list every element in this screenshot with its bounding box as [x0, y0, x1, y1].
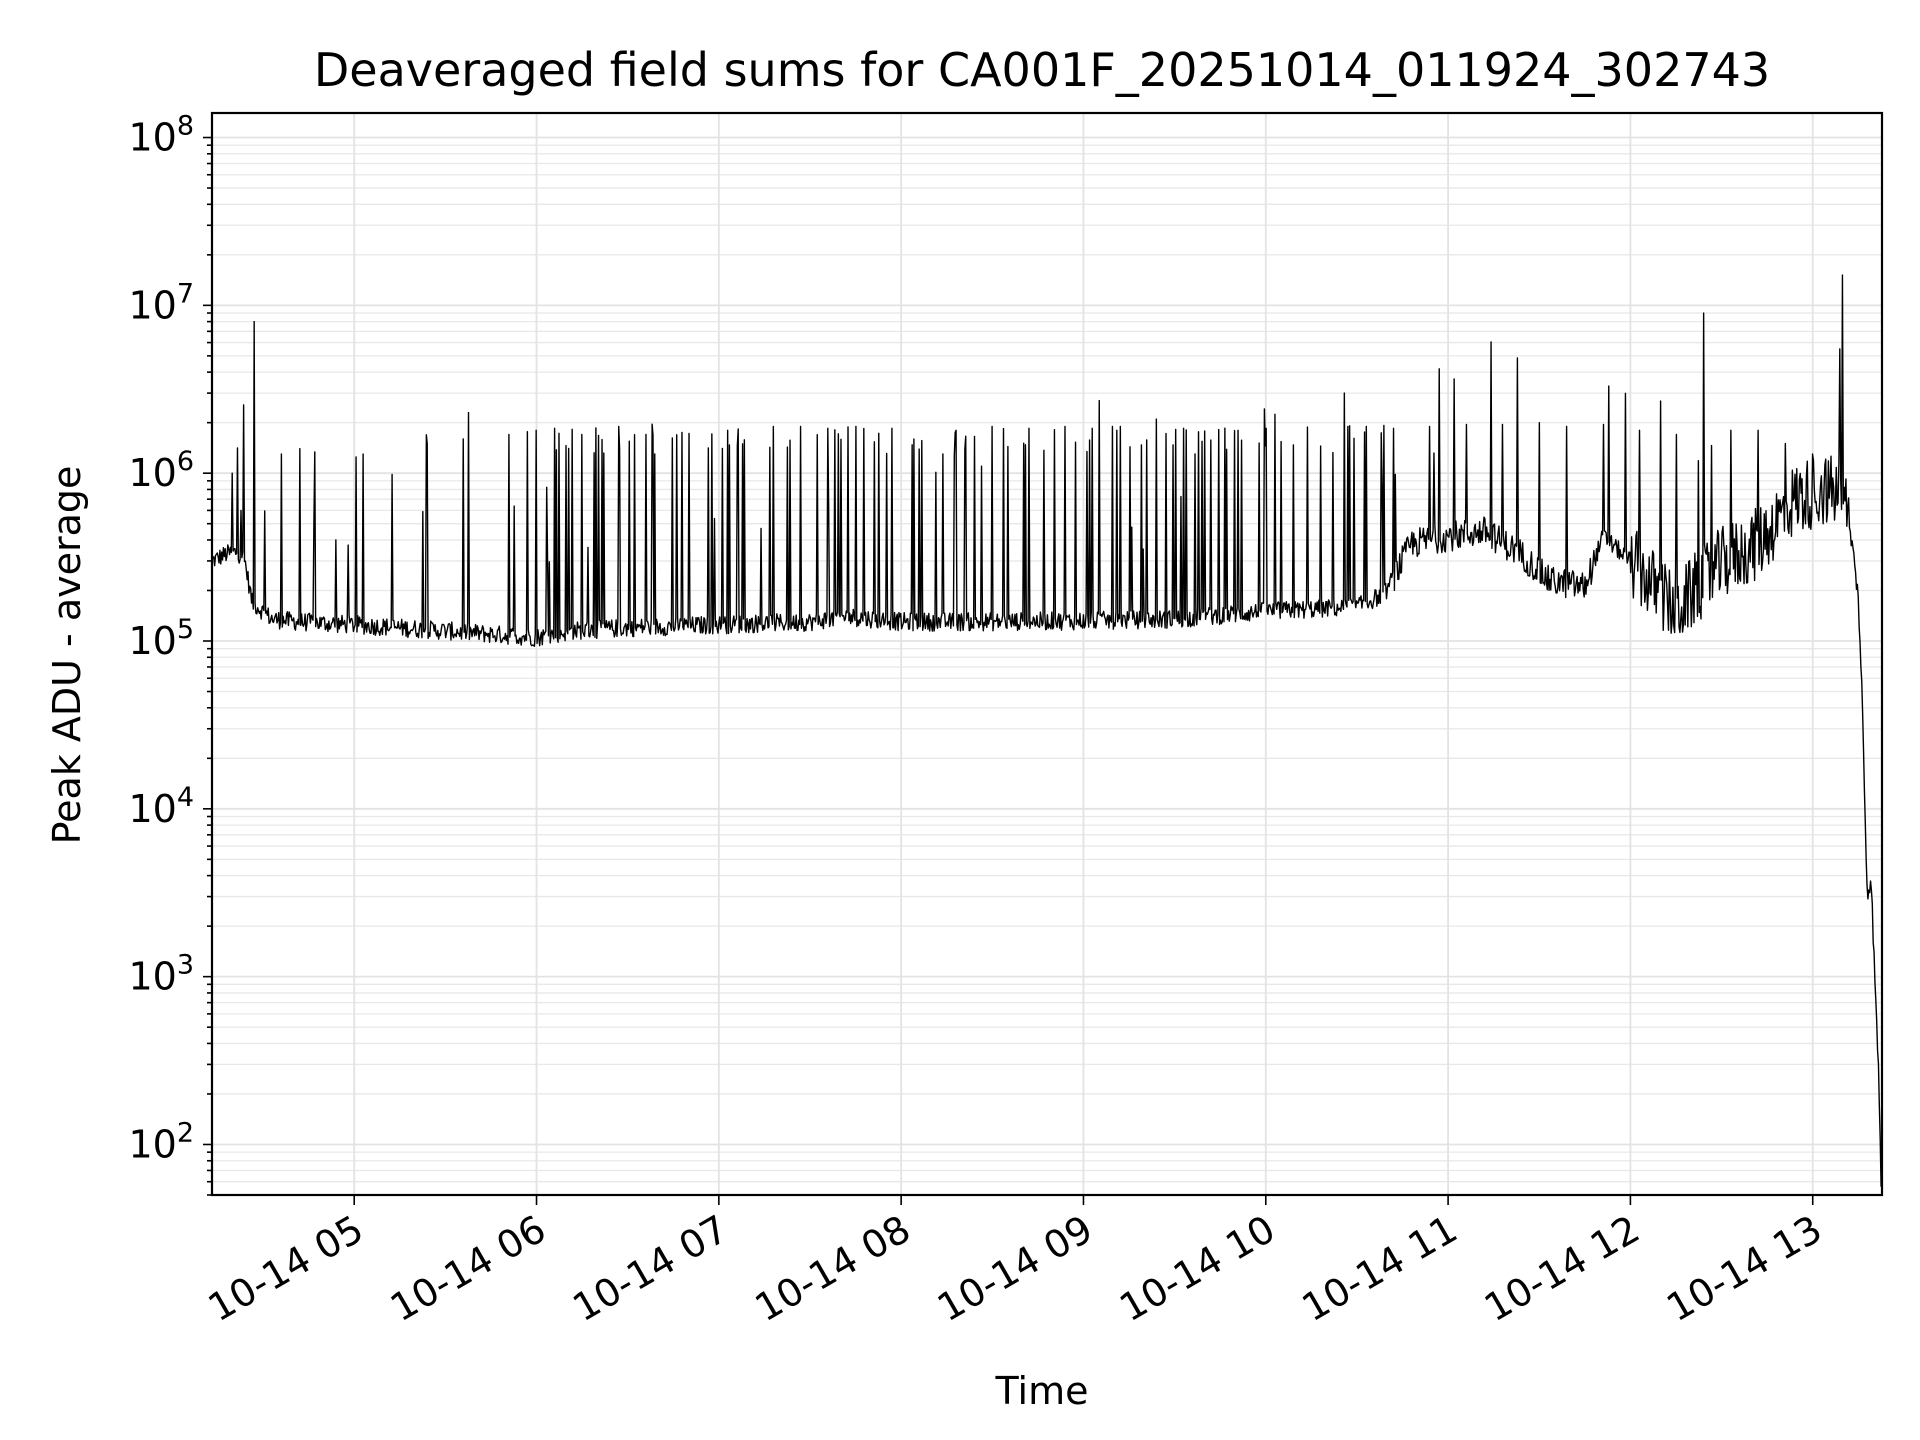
chart-title: Deaveraged field sums for CA001F_2025101…: [314, 43, 1770, 97]
axes-frame: [210, 111, 1884, 1197]
y-axis-label: Peak ADU - average: [45, 466, 89, 845]
y-tick-label: 102: [128, 1117, 194, 1166]
y-tick-label: 105: [128, 614, 194, 663]
y-tick-label: 104: [128, 782, 194, 831]
plot-area: [212, 274, 1882, 1187]
y-tick-label: 106: [128, 446, 194, 495]
x-axis-label: Time: [995, 1369, 1089, 1413]
y-tick-label: 108: [128, 111, 194, 160]
series-line: [212, 274, 1882, 1187]
y-tick-label: 103: [128, 950, 194, 999]
y-tick-label: 107: [128, 278, 194, 327]
